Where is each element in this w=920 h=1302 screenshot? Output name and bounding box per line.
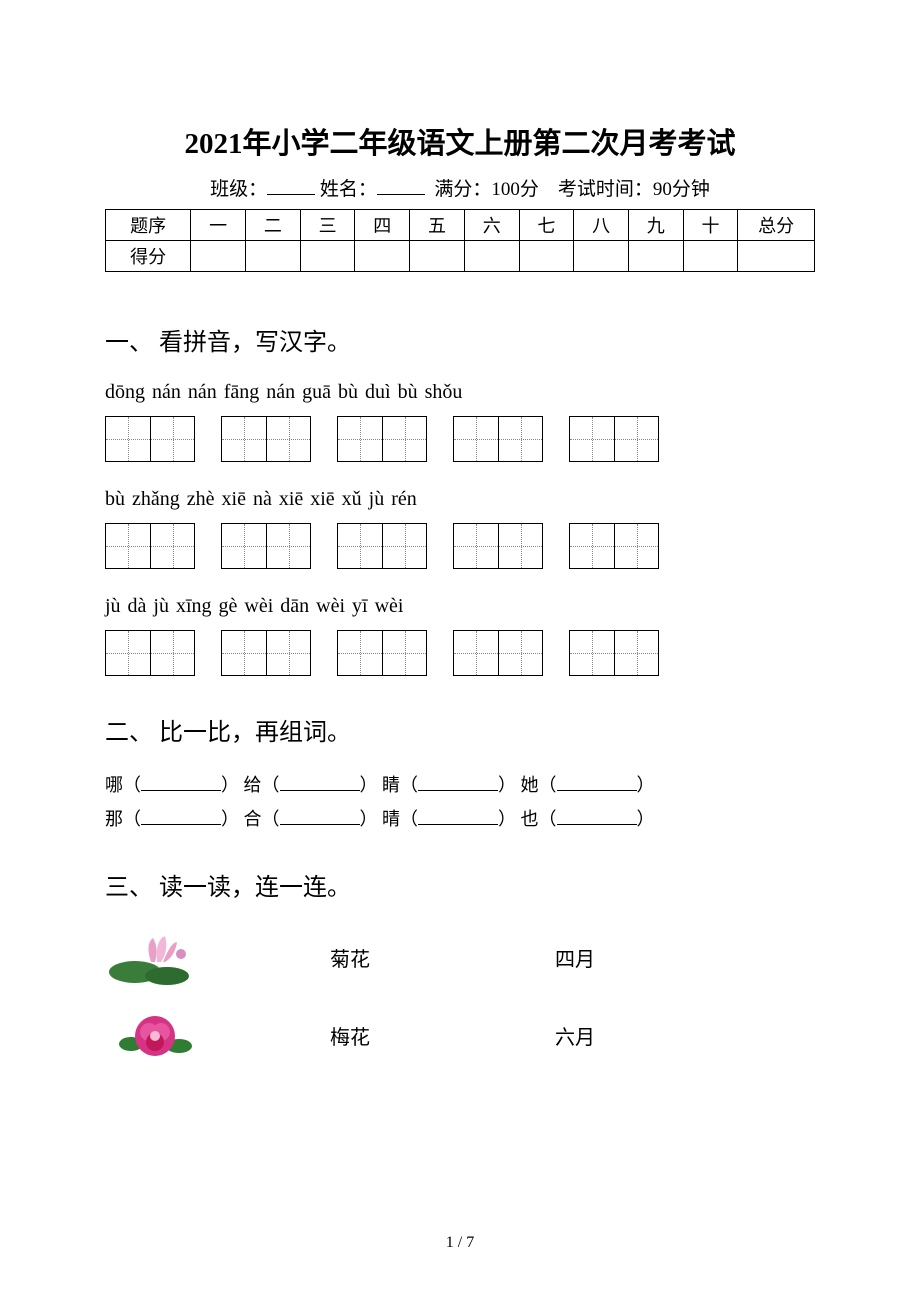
score-cell[interactable]	[574, 241, 629, 272]
compare-char: 哪	[105, 775, 123, 795]
compare-char: 那	[105, 809, 123, 829]
lotus-icon	[105, 926, 225, 988]
header-cell: 二	[246, 210, 301, 241]
class-blank[interactable]	[267, 194, 315, 195]
score-cell[interactable]	[738, 241, 815, 272]
compare-blank[interactable]	[280, 790, 360, 791]
char-box-pair[interactable]	[221, 416, 311, 462]
score-cell[interactable]	[519, 241, 574, 272]
compare-blank[interactable]	[418, 824, 498, 825]
char-box-pair[interactable]	[105, 523, 195, 569]
compare-blank[interactable]	[141, 824, 221, 825]
header-cell: 八	[574, 210, 629, 241]
char-box-pair[interactable]	[569, 630, 659, 676]
pinyin-row-3: jù dà jù xīng gè wèi dān wèi yī wèi	[105, 595, 815, 618]
header-cell: 十	[683, 210, 738, 241]
match-word: 菊花	[225, 943, 475, 972]
score-cell[interactable]	[628, 241, 683, 272]
compare-blank[interactable]	[280, 824, 360, 825]
compare-line-2: 那（） 合（） 晴（） 也（）	[105, 805, 815, 831]
score-cell[interactable]	[683, 241, 738, 272]
boxes-row-3	[105, 630, 815, 676]
boxes-row-2	[105, 523, 815, 569]
compare-blank[interactable]	[557, 790, 637, 791]
score-cell[interactable]	[464, 241, 519, 272]
score-cell[interactable]	[191, 241, 246, 272]
compare-char: 给	[244, 775, 262, 795]
header-cell: 一	[191, 210, 246, 241]
match-month: 四月	[475, 943, 675, 972]
score-cell[interactable]	[355, 241, 410, 272]
name-label: 姓名：	[320, 179, 377, 200]
header-cell: 六	[464, 210, 519, 241]
char-box-pair[interactable]	[337, 630, 427, 676]
header-cell: 七	[519, 210, 574, 241]
class-label: 班级：	[210, 179, 267, 200]
header-cell: 三	[300, 210, 355, 241]
char-box-pair[interactable]	[221, 630, 311, 676]
compare-line-1: 哪（） 给（） 睛（） 她（）	[105, 771, 815, 797]
compare-char: 她	[521, 775, 539, 795]
match-row-2: 梅花 六月	[105, 1004, 815, 1066]
score-label: 得分	[106, 241, 191, 272]
header-cell: 九	[628, 210, 683, 241]
match-month: 六月	[475, 1021, 675, 1050]
header-cell: 总分	[738, 210, 815, 241]
score-cell[interactable]	[246, 241, 301, 272]
score-table: 题序 一 二 三 四 五 六 七 八 九 十 总分 得分	[105, 209, 815, 272]
pinyin-row-2: bù zhǎng zhè xiē nà xiē xiē xǔ jù rén	[105, 488, 815, 511]
compare-blank[interactable]	[141, 790, 221, 791]
name-blank[interactable]	[377, 194, 425, 195]
section-3-heading: 三、 读一读，连一连。	[105, 867, 815, 902]
match-word: 梅花	[225, 1021, 475, 1050]
compare-char: 睛	[382, 775, 400, 795]
compare-char: 也	[521, 809, 539, 829]
exam-time: 考试时间：90分钟	[558, 179, 710, 200]
score-cell[interactable]	[300, 241, 355, 272]
boxes-row-1	[105, 416, 815, 462]
char-box-pair[interactable]	[453, 630, 543, 676]
section-2-heading: 二、 比一比，再组词。	[105, 712, 815, 747]
char-box-pair[interactable]	[569, 416, 659, 462]
score-header-row: 题序 一 二 三 四 五 六 七 八 九 十 总分	[106, 210, 815, 241]
match-row-1: 菊花 四月	[105, 926, 815, 988]
full-score: 满分：100分	[434, 179, 539, 200]
compare-blank[interactable]	[418, 790, 498, 791]
char-box-pair[interactable]	[569, 523, 659, 569]
compare-char: 晴	[382, 809, 400, 829]
header-cell: 四	[355, 210, 410, 241]
peony-icon	[105, 1004, 225, 1066]
score-value-row: 得分	[106, 241, 815, 272]
score-cell[interactable]	[410, 241, 465, 272]
pinyin-row-1: dōng nán nán fāng nán guā bù duì bù shǒu	[105, 381, 815, 404]
char-box-pair[interactable]	[453, 523, 543, 569]
char-box-pair[interactable]	[337, 523, 427, 569]
header-cell: 题序	[106, 210, 191, 241]
char-box-pair[interactable]	[453, 416, 543, 462]
exam-title: 2021年小学二年级语文上册第二次月考考试	[105, 120, 815, 162]
compare-char: 合	[244, 809, 262, 829]
char-box-pair[interactable]	[105, 416, 195, 462]
char-box-pair[interactable]	[221, 523, 311, 569]
exam-info-line: 班级： 姓名： 满分：100分 考试时间：90分钟	[105, 174, 815, 201]
page-footer: 1 / 7	[0, 1234, 920, 1252]
section-1-heading: 一、 看拼音，写汉字。	[105, 322, 815, 357]
header-cell: 五	[410, 210, 465, 241]
char-box-pair[interactable]	[105, 630, 195, 676]
compare-blank[interactable]	[557, 824, 637, 825]
page-content: 2021年小学二年级语文上册第二次月考考试 班级： 姓名： 满分：100分 考试…	[0, 0, 920, 1066]
char-box-pair[interactable]	[337, 416, 427, 462]
